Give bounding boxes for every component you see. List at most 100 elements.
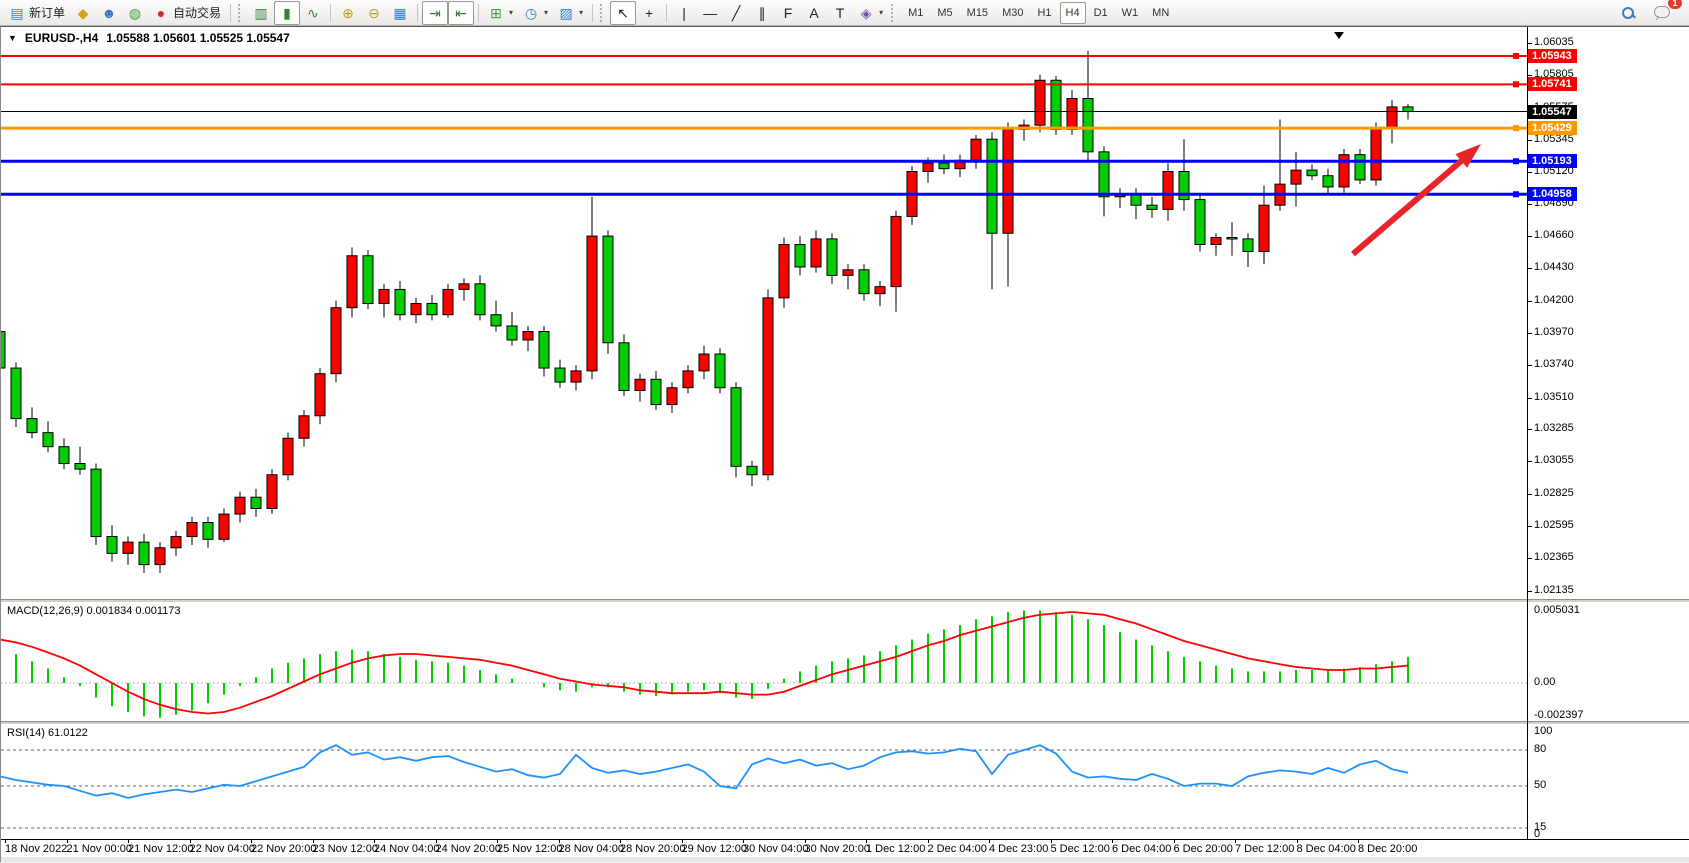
candle-down xyxy=(106,536,118,554)
shapes-button[interactable]: ◈ ▾ xyxy=(853,1,888,25)
collapse-triangle-icon[interactable]: ▼ xyxy=(8,33,17,43)
fibonacci-button[interactable]: F xyxy=(775,1,801,25)
timeframe-h1[interactable]: H1 xyxy=(1037,6,1052,19)
candle-down xyxy=(10,367,22,420)
timeframe-m1[interactable]: M1 xyxy=(908,6,924,19)
timeframe-m15[interactable]: M15 xyxy=(966,6,989,19)
time-axis-tick xyxy=(866,839,867,843)
toolbar-grip[interactable] xyxy=(600,3,605,22)
price-axis-tick: 1.03510 xyxy=(1528,390,1574,403)
time-axis-label: 8 Dec 20:00 xyxy=(1358,843,1418,855)
candle-down xyxy=(250,496,262,509)
time-axis-label: 4 Dec 23:00 xyxy=(989,843,1049,855)
channel-button[interactable]: ∥ xyxy=(749,1,775,25)
time-axis-tick xyxy=(1173,839,1175,843)
toolbar-separator xyxy=(592,3,594,22)
rsi-name: RSI(14) xyxy=(7,727,45,739)
tile-windows-button[interactable]: ▦ xyxy=(387,1,413,25)
autotrading-button[interactable]: ● 自动交易 xyxy=(148,1,226,25)
chevron-down-icon[interactable]: ▾ xyxy=(879,8,884,17)
profile-button[interactable]: ☻ xyxy=(96,1,122,25)
candle-down xyxy=(650,378,662,406)
toolbar-grip[interactable] xyxy=(891,3,896,22)
chart-shift-marker[interactable] xyxy=(1334,32,1344,39)
periods-button[interactable]: ◷ ▾ xyxy=(518,1,553,25)
candle-down xyxy=(1242,238,1254,253)
vertical-line-button[interactable]: | xyxy=(671,1,697,25)
panel-splitter-rsi[interactable] xyxy=(1,721,1689,725)
candle-up xyxy=(170,536,182,549)
candle-up xyxy=(1290,169,1302,185)
chevron-down-icon[interactable]: ▾ xyxy=(544,8,549,17)
timeframe-h4[interactable]: H4 xyxy=(1059,1,1086,24)
market-signal-button[interactable]: ◍ xyxy=(122,1,148,25)
timeframe-d1[interactable]: D1 xyxy=(1093,6,1108,19)
auto-scroll-button[interactable]: ⇥ xyxy=(422,0,449,25)
price-axis-separator xyxy=(1527,27,1528,839)
zoom-out-button[interactable]: ⊖ xyxy=(361,1,387,25)
macd-panel-canvas[interactable] xyxy=(1,603,1527,721)
chart-window-button[interactable]: ◆ xyxy=(70,1,96,25)
label-button[interactable]: T xyxy=(827,1,853,25)
price-badge-1.04958: 1.04958 xyxy=(1528,187,1577,202)
hline-handle[interactable] xyxy=(1513,52,1519,59)
crosshair-button[interactable]: + xyxy=(636,1,662,25)
rsi-panel-canvas[interactable] xyxy=(1,725,1527,839)
time-axis-label: 5 Dec 12:00 xyxy=(1050,843,1110,855)
templates-button[interactable]: ▨ ▾ xyxy=(553,1,588,25)
candle-down xyxy=(1,331,6,369)
notification-badge: 1 xyxy=(1668,0,1682,9)
candle-up xyxy=(282,437,294,476)
time-axis-tick xyxy=(66,839,68,843)
panel-splitter-macd[interactable] xyxy=(1,599,1689,603)
bar-chart-button[interactable]: ▥ xyxy=(248,1,274,25)
time-axis-label: 24 Nov 04:00 xyxy=(374,843,440,855)
rsi-indicator-label: RSI(14) 61.0122 xyxy=(7,727,88,739)
time-axis-label: 7 Dec 12:00 xyxy=(1235,843,1295,855)
main-toolbar: ▤ 新订单 ◆ ☻ ◍ ● 自动交易 ▥ ▮ ∿ ⊕ ⊖ ▦ ⇥ ⇤ ⊞ ▾ ◷ ▾ ▨ ▾ ↖ + | — ╱ ∥ F A T ◈ ▾ M1 M… xyxy=(0,0,1689,26)
hline-handle[interactable] xyxy=(1513,81,1519,88)
text-button[interactable]: A xyxy=(801,1,827,25)
candlestick-button[interactable]: ▮ xyxy=(274,0,301,25)
time-axis-tick xyxy=(989,839,990,843)
hline-handle[interactable] xyxy=(1513,158,1519,165)
candle-up xyxy=(1162,171,1174,210)
candle-down xyxy=(474,283,486,316)
candle-up xyxy=(890,215,902,288)
price-axis-tick: 1.05345 xyxy=(1528,132,1574,145)
timeframe-m5[interactable]: M5 xyxy=(937,6,953,19)
chevron-down-icon[interactable]: ▾ xyxy=(509,8,514,17)
candle-up xyxy=(378,288,390,304)
trendline-button[interactable]: ╱ xyxy=(723,1,749,25)
line-chart-icon: ∿ xyxy=(307,4,319,21)
chart-shift-button[interactable]: ⇤ xyxy=(448,0,475,25)
line-chart-button[interactable]: ∿ xyxy=(300,1,326,25)
horizontal-line-button[interactable]: — xyxy=(697,1,723,25)
time-axis-tick xyxy=(1235,839,1236,843)
price-axis-tick: 1.02365 xyxy=(1528,551,1574,564)
trend-arrow-annotation[interactable] xyxy=(1351,144,1481,257)
zoom-in-button[interactable]: ⊕ xyxy=(335,1,361,25)
toolbar-grip[interactable] xyxy=(238,3,243,22)
hline-handle[interactable] xyxy=(1513,125,1519,132)
vline-icon: | xyxy=(682,4,686,21)
chevron-down-icon[interactable]: ▾ xyxy=(579,8,584,17)
candlestick-icon: ▮ xyxy=(283,4,291,21)
candle-up xyxy=(330,307,342,375)
candle-down xyxy=(1354,154,1366,181)
notifications-button[interactable]: 1 xyxy=(1649,0,1682,25)
time-axis-label: 30 Nov 20:00 xyxy=(804,843,870,855)
search-button[interactable] xyxy=(1615,1,1641,25)
timeframe-w1[interactable]: W1 xyxy=(1121,6,1139,19)
candle-up xyxy=(410,302,422,316)
hline-handle[interactable] xyxy=(1513,191,1519,198)
timeframe-m30[interactable]: M30 xyxy=(1002,6,1024,19)
timeframe-mn[interactable]: MN xyxy=(1152,6,1170,19)
time-axis-tick xyxy=(1050,839,1052,843)
new-order-button[interactable]: ▤ 新订单 xyxy=(4,1,70,25)
cursor-button[interactable]: ↖ xyxy=(610,0,637,25)
candle-down xyxy=(1226,236,1238,240)
candle-up xyxy=(922,162,934,172)
indicators-button[interactable]: ⊞ ▾ xyxy=(483,1,518,25)
price-chart-canvas[interactable] xyxy=(1,29,1527,599)
